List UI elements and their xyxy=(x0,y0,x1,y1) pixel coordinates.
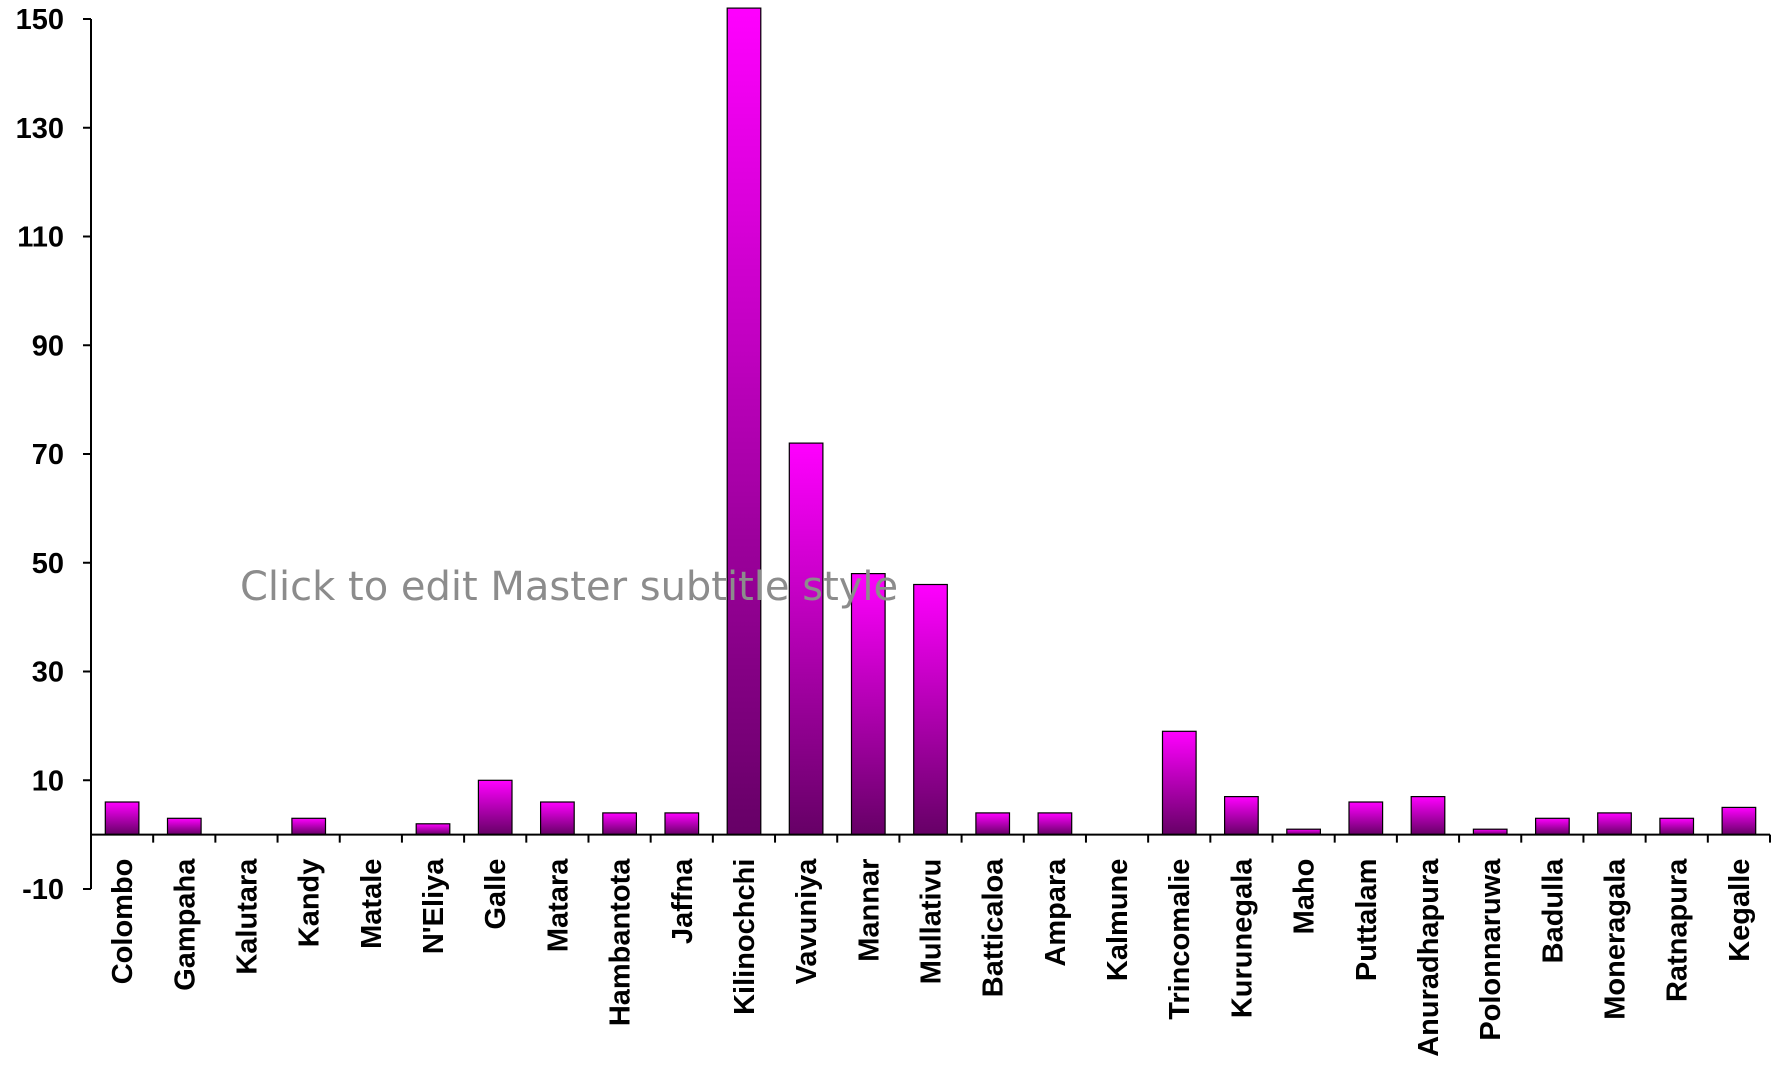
category-label: Puttalam xyxy=(1351,859,1383,981)
bar-mannar xyxy=(850,572,886,836)
y-tick-labels: -10 10 30 50 70 90 110 130 150 xyxy=(16,4,64,906)
bar-badulla xyxy=(1534,817,1570,836)
bar-moneragala xyxy=(1597,812,1632,836)
bar-puttalam xyxy=(1348,801,1384,836)
category-label: Badulla xyxy=(1537,858,1569,964)
category-label: Moneragala xyxy=(1600,858,1632,1020)
axes-group xyxy=(83,18,1771,890)
category-label: Trincomalie xyxy=(1164,859,1196,1020)
bar-vavuniya xyxy=(788,442,824,836)
y-tick-label: 110 xyxy=(17,222,64,254)
bar-mullativu xyxy=(913,583,948,836)
bar-galle xyxy=(477,779,513,836)
category-label: Matale xyxy=(356,859,388,949)
category-label: Kurunegala xyxy=(1226,858,1258,1018)
category-label: Anuradhapura xyxy=(1413,858,1445,1057)
bar-kilinochchi xyxy=(726,7,762,836)
bars-group xyxy=(104,7,1757,836)
bar-kegalle xyxy=(1721,806,1757,836)
category-label: Galle xyxy=(480,859,512,930)
category-label: Mullativu xyxy=(916,859,948,985)
bar-kandy xyxy=(291,817,327,836)
y-tick-label: 130 xyxy=(16,113,64,145)
bar-anuradhapura xyxy=(1410,795,1446,836)
category-label: Mannar xyxy=(853,859,885,962)
category-label: Hambantota xyxy=(605,858,637,1026)
y-tick-label: 150 xyxy=(16,4,64,36)
category-label: Ampara xyxy=(1040,858,1072,967)
category-label: Ratnapura xyxy=(1662,858,1694,1002)
y-tick-label: 30 xyxy=(32,657,64,689)
category-label: Vavuniya xyxy=(791,858,823,985)
bar-kurunegala xyxy=(1223,795,1259,836)
bar-ratnapura xyxy=(1659,817,1695,836)
y-tick-label: 10 xyxy=(32,765,64,797)
bar-batticaloa xyxy=(975,812,1011,836)
category-label: Batticaloa xyxy=(978,858,1010,997)
bar-ampara xyxy=(1037,812,1073,836)
y-tick-label: 70 xyxy=(32,439,64,471)
category-label: N'Eliya xyxy=(418,858,450,954)
y-tick-label: 50 xyxy=(32,548,64,580)
bar-gampaha xyxy=(166,817,202,836)
bar-n-eliya xyxy=(415,823,451,836)
x-category-labels: Colombo Gampaha Kalutara Kandy Matale N'Eliya… xyxy=(107,858,1756,1057)
category-label: Kegalle xyxy=(1724,859,1756,962)
bar-hambantota xyxy=(602,812,637,836)
category-label: Kilinochchi xyxy=(729,859,761,1015)
bar-colombo xyxy=(104,801,140,836)
category-label: Kalmune xyxy=(1102,859,1134,981)
category-label: Matara xyxy=(542,858,574,952)
y-tick-label: -10 xyxy=(22,874,64,906)
category-label: Maho xyxy=(1289,859,1321,935)
subtitle-placeholder[interactable]: Click to edit Master subtitle style xyxy=(240,564,898,610)
category-label: Kalutara xyxy=(232,858,264,975)
category-label: Jaffna xyxy=(667,858,699,944)
category-label: Kandy xyxy=(294,859,326,948)
category-label: Polonnaruwa xyxy=(1475,858,1507,1041)
bar-matara xyxy=(539,801,575,836)
bar-jaffna xyxy=(664,812,700,836)
category-label: Colombo xyxy=(107,859,139,985)
category-label: Gampaha xyxy=(169,858,201,991)
y-tick-label: 90 xyxy=(32,330,64,362)
bar-trincomalie xyxy=(1161,730,1197,836)
